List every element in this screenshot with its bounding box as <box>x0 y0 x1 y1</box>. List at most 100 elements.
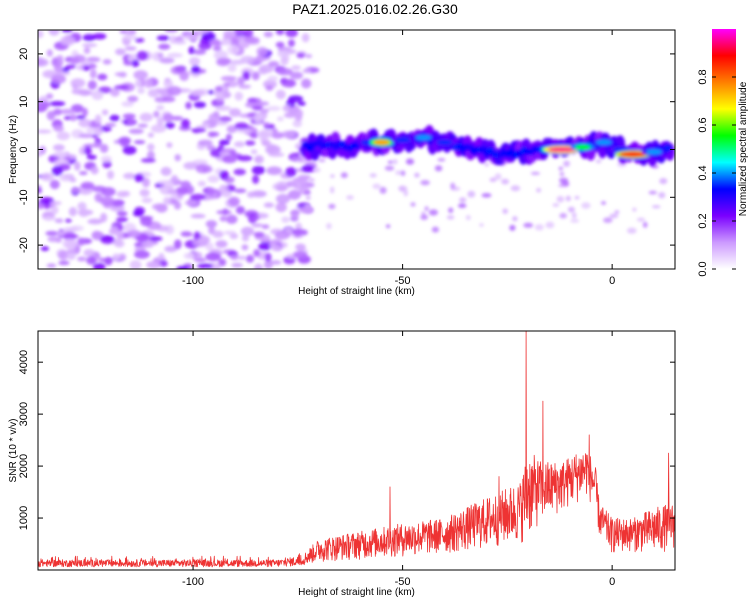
noise-blob <box>73 161 81 171</box>
noise-blob <box>147 132 154 138</box>
faint-blob <box>567 206 575 213</box>
noise-blob <box>76 115 86 120</box>
faint-blob <box>410 202 416 207</box>
noise-blob <box>97 73 108 81</box>
noise-blob <box>220 75 237 82</box>
faint-scatter <box>304 158 668 234</box>
noise-blob <box>131 59 140 68</box>
noise-blob <box>153 110 160 118</box>
faint-blob <box>372 183 381 190</box>
noise-blob <box>254 155 264 164</box>
noise-blob <box>251 106 263 111</box>
noise-blob <box>99 196 115 206</box>
noise-blob <box>68 207 77 217</box>
noise-blob <box>208 113 221 123</box>
noise-blob <box>133 140 146 145</box>
noise-region <box>38 30 320 269</box>
noise-blob <box>253 113 263 124</box>
noise-blob <box>104 256 113 266</box>
noise-blob <box>87 218 103 225</box>
noise-blob <box>180 231 192 237</box>
noise-blob <box>234 30 245 35</box>
noise-blob <box>39 101 51 108</box>
noise-blob <box>162 113 174 123</box>
noise-blob <box>305 54 313 59</box>
noise-blob <box>38 57 45 67</box>
noise-blob <box>147 143 155 151</box>
noise-blob <box>112 253 121 261</box>
noise-blob <box>229 254 239 260</box>
noise-blob <box>100 212 108 223</box>
noise-blob <box>215 105 231 111</box>
faint-blob <box>421 211 426 215</box>
noise-blob <box>214 86 224 92</box>
noise-blob <box>233 168 246 176</box>
noise-blob <box>70 78 86 88</box>
noise-blob <box>215 240 228 248</box>
noise-blob <box>45 230 58 236</box>
noise-blob <box>40 172 55 182</box>
colorbar-tick-label: 0.2 <box>697 213 709 228</box>
noise-blob <box>229 38 240 47</box>
faint-blob <box>304 206 314 214</box>
faint-blob <box>574 196 580 200</box>
noise-blob <box>162 96 176 103</box>
faint-blob <box>346 195 354 200</box>
track-core <box>664 144 673 152</box>
noise-blob <box>228 196 240 207</box>
faint-blob <box>570 219 580 223</box>
faint-blob <box>603 217 613 223</box>
faint-blob <box>489 177 497 182</box>
noise-blob <box>275 202 287 213</box>
noise-blob <box>195 164 211 174</box>
noise-blob <box>166 142 173 148</box>
faint-blob <box>387 160 394 164</box>
faint-blob <box>614 210 620 214</box>
faint-blob <box>502 208 509 214</box>
noise-blob <box>102 59 112 65</box>
faint-blob <box>501 178 510 185</box>
noise-blob <box>147 88 160 98</box>
faint-blob <box>428 209 438 216</box>
noise-blob <box>167 189 178 195</box>
noise-blob <box>229 150 237 156</box>
noise-blob <box>149 236 163 242</box>
faint-blob <box>450 182 456 190</box>
noise-blob <box>139 189 150 197</box>
faint-blob <box>510 185 521 192</box>
noise-blob <box>275 89 286 100</box>
noise-blob <box>193 49 207 55</box>
y-tick-label: 0 <box>18 146 30 152</box>
noise-blob <box>87 80 97 90</box>
noise-blob <box>98 86 112 94</box>
noise-blob <box>53 151 68 158</box>
noise-blob <box>114 84 130 90</box>
noise-blob <box>181 118 190 129</box>
noise-blob <box>219 215 227 222</box>
noise-blob <box>237 76 245 86</box>
noise-blob <box>285 30 298 38</box>
noise-blob <box>292 181 307 190</box>
faint-blob <box>384 165 395 171</box>
faint-blob <box>509 224 516 231</box>
track-peak <box>619 151 648 157</box>
faint-blob <box>581 202 591 209</box>
noise-blob <box>191 128 207 133</box>
noise-blob <box>250 149 258 155</box>
noise-blob <box>89 69 97 79</box>
faint-blob <box>395 170 402 175</box>
noise-blob <box>151 203 168 211</box>
noise-blob <box>301 33 310 43</box>
noise-blob <box>295 243 306 251</box>
noise-blob <box>92 185 107 193</box>
noise-blob <box>47 236 61 242</box>
noise-blob <box>253 249 261 257</box>
noise-blob <box>292 119 303 128</box>
noise-blob <box>266 166 283 175</box>
y-tick-label: 4000 <box>18 350 30 374</box>
noise-blob <box>142 177 150 188</box>
noise-blob <box>46 263 57 268</box>
noise-blob <box>259 108 270 114</box>
noise-blob <box>53 144 65 151</box>
noise-blob <box>163 79 174 88</box>
